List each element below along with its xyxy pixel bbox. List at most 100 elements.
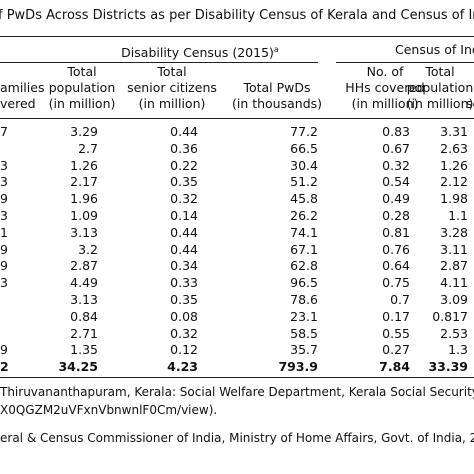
column-header: senior citizens xyxy=(127,80,217,95)
table-cell: 0.22 xyxy=(170,157,198,173)
table-cell: 78.6 xyxy=(290,292,318,307)
table-cell: 0.32 xyxy=(382,157,410,173)
footnote: eral & Census Commissioner of India, Min… xyxy=(0,431,474,445)
table-cell: 2.63 xyxy=(440,140,468,156)
table-cell: 9 xyxy=(0,241,8,257)
table-cell: 3 xyxy=(0,208,8,223)
table-cell: 0.44 xyxy=(170,224,198,240)
table-cell: 0.81 xyxy=(382,224,410,240)
column-header: Total xyxy=(67,64,97,79)
table-cell: 45.8 xyxy=(290,191,318,207)
table-cell: 0.67 xyxy=(382,140,410,156)
table-cell: 0.44 xyxy=(170,241,198,257)
column-header: (in million) xyxy=(351,96,419,111)
column-header: Total xyxy=(157,64,187,79)
table-cell: 2.53 xyxy=(440,325,468,341)
column-header: HHs covered xyxy=(345,80,425,95)
table-cell: 3.09 xyxy=(440,292,468,307)
footnote: Thiruvananthapuram, Kerala: Social Welfa… xyxy=(0,385,474,399)
table-cell: 1.26 xyxy=(70,157,98,173)
table-cell: 2.87 xyxy=(440,258,468,274)
group-header: Disability Census (2015)a xyxy=(100,42,300,61)
rule xyxy=(336,62,474,63)
column-header: No. of xyxy=(366,64,404,79)
table-cell: 67.1 xyxy=(290,241,318,257)
table-cell: 3 xyxy=(0,275,8,291)
column-header: population xyxy=(48,80,116,95)
table-cell: 0.28 xyxy=(382,208,410,223)
table-cell: 0.17 xyxy=(382,308,410,324)
table-cell: 1.3 xyxy=(448,342,468,358)
table-cell: 3.31 xyxy=(440,124,468,139)
total-cell: 33.39 xyxy=(428,359,468,375)
table-cell: 0.7 xyxy=(390,292,410,307)
table-cell: 0.35 xyxy=(170,292,198,307)
table-cell: 0.35 xyxy=(170,174,198,190)
total-cell: 2 xyxy=(0,359,9,375)
table-cell: 9 xyxy=(0,258,8,274)
column-header: (in million) xyxy=(48,96,116,111)
column-header: vered xyxy=(0,96,36,111)
table-cell: 7 xyxy=(0,124,8,139)
table-cell: 1.96 xyxy=(70,191,98,207)
table-cell: 9 xyxy=(0,342,8,358)
table-cell: 0.36 xyxy=(170,140,198,156)
table-cell: 2.17 xyxy=(70,174,98,190)
table-cell: 0.49 xyxy=(382,191,410,207)
group-header-text: Disability Census (2015) xyxy=(121,45,274,61)
table-cell: 1.09 xyxy=(70,208,98,223)
total-cell: 7.84 xyxy=(379,359,410,375)
table-cell: 0.34 xyxy=(170,258,198,274)
total-cell: 793.9 xyxy=(278,359,318,375)
table-cell: 2.7 xyxy=(78,140,98,156)
table-cell: 74.1 xyxy=(290,224,318,240)
table-cell: 0.817 xyxy=(432,308,468,324)
table-cell: 0.64 xyxy=(382,258,410,274)
column-header: (in million) xyxy=(406,96,474,111)
table-cell: 3.29 xyxy=(70,124,98,139)
footnote: X0QGZM2uVFxnVbnwnlF0Cm/view). xyxy=(0,403,218,417)
table-cell: 2.71 xyxy=(70,325,98,341)
column-header: (in million) xyxy=(138,96,206,111)
table-cell: 4.11 xyxy=(440,275,468,291)
table-cell: 3.11 xyxy=(440,241,468,257)
table-cell: 0.08 xyxy=(170,308,198,324)
table-cell: 62.8 xyxy=(290,258,318,274)
table-cell: 0.83 xyxy=(382,124,410,139)
footnote-mark: a xyxy=(273,45,279,54)
table-cell: 1.98 xyxy=(440,191,468,207)
table-cell: 3.13 xyxy=(70,224,98,240)
rule xyxy=(0,377,474,378)
table-cell: 3.28 xyxy=(440,224,468,240)
table-cell: 58.5 xyxy=(290,325,318,341)
table-cell: 0.33 xyxy=(170,275,198,291)
table-cell: 4.49 xyxy=(70,275,98,291)
total-cell: 4.23 xyxy=(167,359,198,375)
table-cell: 3 xyxy=(0,157,8,173)
table-cell: 51.2 xyxy=(290,174,318,190)
table-cell: 0.44 xyxy=(170,124,198,139)
column-header: (in thousands) xyxy=(231,96,323,111)
table-cell: 3 xyxy=(0,174,8,190)
table-cell: 0.55 xyxy=(382,325,410,341)
table-cell: 9 xyxy=(0,191,8,207)
table-cell: 23.1 xyxy=(290,308,318,324)
rule xyxy=(0,62,318,63)
table-cell: 96.5 xyxy=(290,275,318,291)
table-cell: 0.75 xyxy=(382,275,410,291)
column-header: amilies xyxy=(0,80,45,95)
table-cell: 26.2 xyxy=(290,208,318,223)
table-cell: 35.7 xyxy=(290,342,318,358)
table-cell: 2.12 xyxy=(440,174,468,190)
column-header: Total PwDs xyxy=(243,80,311,95)
table-cell: 1.1 xyxy=(448,208,468,223)
table-title: f PwDs Across Districts as per Disabilit… xyxy=(0,8,474,23)
table-cell: 0.76 xyxy=(382,241,410,257)
column-header: senior c xyxy=(466,96,474,111)
total-cell: 34.25 xyxy=(58,359,98,375)
table-cell: 0.14 xyxy=(170,208,198,223)
table-cell: 66.5 xyxy=(290,140,318,156)
table-cell: 0.12 xyxy=(170,342,198,358)
table-cell: 2.87 xyxy=(70,258,98,274)
